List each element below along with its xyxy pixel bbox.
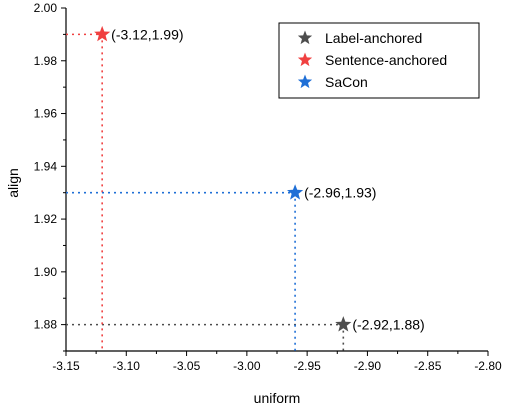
star-point	[287, 184, 304, 200]
x-axis-title: uniform	[254, 390, 301, 406]
point-label: (-2.92,1.88)	[352, 317, 424, 333]
point-label: (-2.96,1.93)	[304, 185, 376, 201]
legend-entry-label: Label-anchored	[325, 30, 422, 46]
y-tick-label: 1.98	[34, 54, 58, 68]
legend: Label-anchored Sentence-anchored SaCon	[278, 22, 480, 99]
star-point	[94, 25, 111, 42]
legend-star-icon	[297, 30, 313, 45]
x-tick-label: -3.00	[233, 359, 261, 373]
x-tick-label: -2.90	[354, 359, 382, 373]
y-tick-label: 1.96	[34, 107, 58, 121]
data-points: (-2.92,1.88) (-3.12,1.99) (-2.96,1.93)	[94, 25, 425, 333]
x-tick-label: -3.15	[52, 359, 80, 373]
guide-lines	[66, 33, 345, 351]
x-tick-label: -3.10	[113, 359, 141, 373]
x-tick-label: -3.05	[173, 359, 201, 373]
legend-entry-label: SaCon	[325, 74, 368, 90]
legend-star-icon	[297, 74, 313, 89]
star-point	[335, 316, 352, 332]
x-tick-label: -2.80	[474, 359, 502, 373]
y-tick-label: 1.90	[34, 265, 58, 279]
legend-star-icon	[297, 52, 313, 67]
y-tick-label: 1.94	[34, 159, 58, 173]
y-tick-label: 1.88	[34, 318, 58, 332]
y-tick-label: 2.00	[34, 1, 58, 15]
y-tick-label: 1.92	[34, 212, 58, 226]
y-axis-title: align	[5, 168, 21, 198]
x-tick-label: -2.95	[293, 359, 321, 373]
axes: -3.15 -3.10 -3.05 -3.00 -2.95 -2.90 -2.85 -2.80…	[34, 1, 502, 373]
legend-entry-label: Sentence-anchored	[325, 52, 447, 68]
x-tick-label: -2.85	[414, 359, 442, 373]
legend-box	[278, 22, 480, 99]
point-label: (-3.12,1.99)	[111, 26, 183, 42]
